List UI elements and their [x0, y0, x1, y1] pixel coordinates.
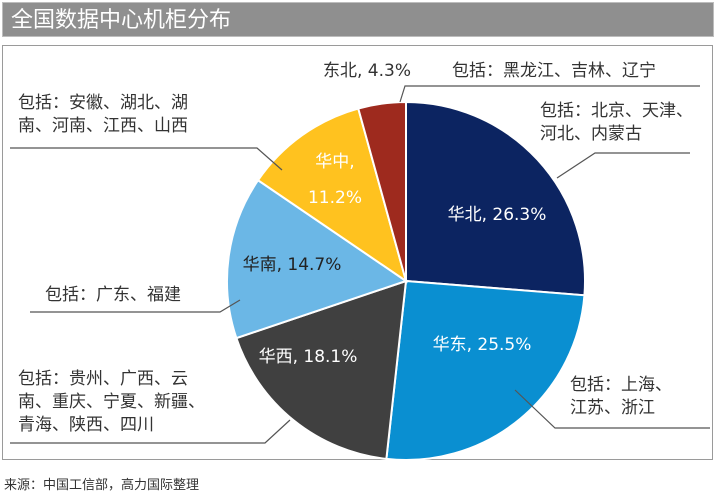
region-note: 江苏、浙江 — [570, 398, 655, 418]
region-note: 包括：黑龙江、吉林、辽宁 — [452, 61, 656, 81]
slice-华东 — [385, 279, 586, 461]
slice-label: 11.2% — [308, 188, 362, 208]
region-note: 包括：贵州、广西、云 — [18, 369, 188, 389]
region-note: 包括：北京、天津、 — [540, 101, 693, 121]
slice-label: 华南, 14.7% — [243, 255, 342, 275]
source-note: 来源：中国工信部，高力国际整理 — [4, 478, 200, 493]
leader-line — [556, 152, 690, 179]
chart-frame — [2, 45, 713, 460]
slice-label: 华中, — [315, 152, 354, 172]
region-note: 包括：广东、福建 — [45, 285, 181, 305]
slice-华南 — [226, 178, 409, 340]
leader-line — [399, 85, 700, 103]
leader-line — [10, 419, 291, 444]
leader-line — [514, 389, 710, 429]
region-note: 包括：安徽、湖北、湖 — [18, 93, 188, 113]
leader-line — [30, 299, 241, 313]
region-note: 青海、陕西、四川 — [18, 415, 154, 435]
region-note: 包括：上海、 — [570, 375, 672, 395]
slice-label: 东北, 4.3% — [323, 61, 411, 81]
slice-东北 — [357, 100, 407, 282]
slice-label: 华东, 25.5% — [433, 335, 532, 355]
slice-华北 — [405, 100, 586, 297]
slice-label: 华北, 26.3% — [448, 205, 547, 225]
region-note: 南、河南、江西、山西 — [18, 116, 188, 136]
slice-label: 华西, 18.1% — [259, 347, 358, 367]
slice-华西 — [235, 279, 408, 461]
region-note: 河北、内蒙古 — [540, 124, 642, 144]
slice-华中 — [256, 107, 408, 284]
chart-title: 全国数据中心机柜分布 — [2, 2, 714, 37]
region-note: 南、重庆、宁夏、新疆、 — [18, 392, 205, 412]
leader-line — [10, 147, 283, 171]
